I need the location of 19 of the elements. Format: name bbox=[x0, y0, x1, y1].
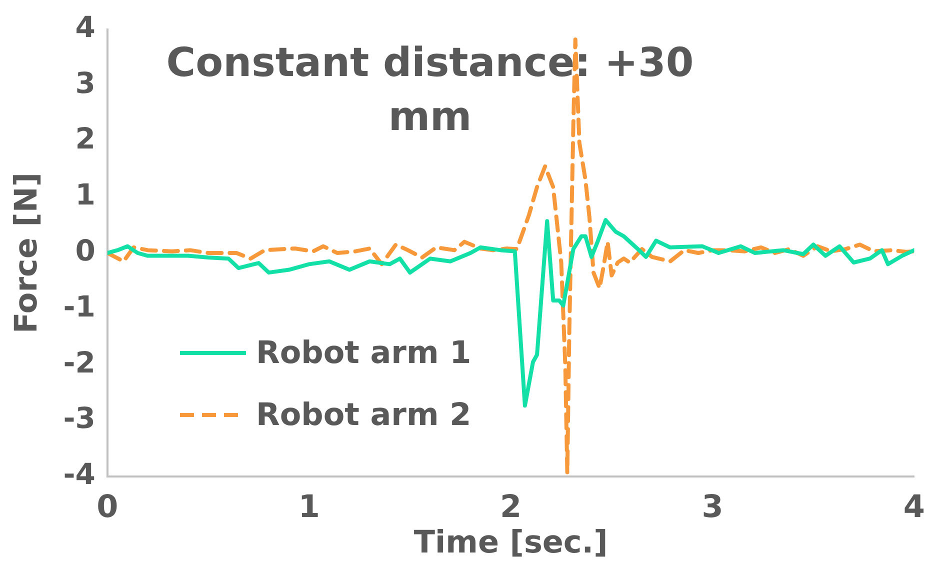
y-tick-label: -4 bbox=[63, 457, 96, 492]
y-tick-label: 2 bbox=[75, 122, 96, 156]
text: Constant distance: +30 mm bbox=[165, 39, 695, 142]
y-tick-label: 3 bbox=[75, 66, 96, 100]
y-axis-title: Force [N] bbox=[8, 172, 45, 334]
x-tick-label: 3 bbox=[702, 489, 724, 526]
y-tick-label: 1 bbox=[75, 178, 96, 212]
x-tick-label: 4 bbox=[903, 489, 926, 526]
x-axis-title: Time [sec.] bbox=[414, 524, 608, 560]
line-series bbox=[107, 37, 914, 475]
x-tick-label: 2 bbox=[500, 489, 522, 526]
y-tick-label: 4 bbox=[75, 10, 96, 44]
y-tick-label: -2 bbox=[63, 345, 96, 380]
legend-label: Robot arm 2 bbox=[256, 397, 472, 433]
y-tick-label: 0 bbox=[75, 234, 96, 268]
x-tick-label: 1 bbox=[298, 489, 320, 526]
y-tick-label: -1 bbox=[63, 289, 96, 324]
y-tick-label: -3 bbox=[63, 401, 96, 436]
legend-label: Robot arm 1 bbox=[256, 335, 472, 371]
